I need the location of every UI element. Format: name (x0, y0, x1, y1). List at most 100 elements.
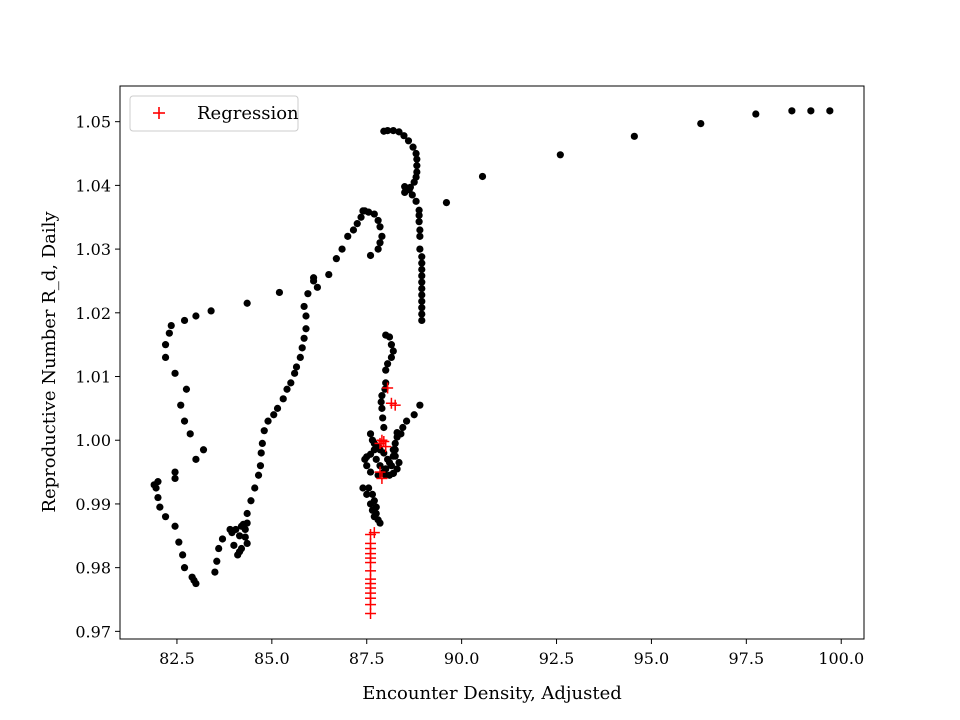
data-point (478, 172, 487, 181)
data-point (232, 525, 240, 534)
y-tick-label: 1.05 (75, 113, 111, 132)
data-point (353, 220, 361, 228)
data-point (199, 446, 208, 454)
data-point (387, 341, 396, 349)
data-point (376, 462, 384, 470)
data-point (395, 128, 403, 136)
data-point (389, 347, 397, 355)
data-point (213, 557, 221, 565)
data-point (161, 513, 170, 521)
data-point (257, 449, 265, 457)
data-point (251, 484, 259, 492)
legend-label-regression: Regression (197, 103, 299, 124)
data-point (363, 462, 371, 470)
data-point (361, 455, 369, 463)
data-point (338, 245, 346, 253)
data-point (389, 469, 397, 477)
data-point (418, 278, 426, 286)
x-tick-label: 85.0 (254, 649, 290, 668)
data-point (357, 213, 365, 221)
data-series (150, 107, 834, 588)
data-point (697, 119, 705, 128)
y-tick-label: 1.02 (75, 304, 111, 323)
data-point (389, 452, 397, 460)
data-point (161, 341, 170, 349)
data-point (418, 284, 426, 293)
data-point (379, 414, 387, 422)
data-point (376, 223, 384, 231)
y-tick-label: 0.98 (75, 559, 111, 578)
data-point (344, 232, 352, 240)
data-point (368, 506, 377, 514)
data-point (391, 439, 399, 448)
data-point (384, 360, 392, 368)
data-point (247, 497, 255, 505)
y-tick-label: 0.99 (75, 495, 111, 514)
data-point (154, 493, 162, 502)
data-point (416, 226, 424, 234)
data-point (400, 132, 408, 140)
data-point (401, 188, 409, 196)
data-point (215, 544, 223, 553)
data-point (186, 430, 194, 438)
regression-point (368, 527, 380, 539)
data-point (442, 198, 451, 207)
data-point (404, 137, 413, 145)
data-point (171, 369, 179, 377)
data-point (402, 417, 411, 425)
data-point (366, 500, 375, 508)
data-point (380, 127, 388, 135)
y-tick-label: 1.04 (75, 176, 111, 195)
data-point (207, 307, 215, 315)
data-point (418, 272, 426, 280)
data-point (413, 155, 421, 163)
data-point (380, 423, 388, 432)
data-point (283, 385, 291, 393)
data-point (218, 535, 227, 543)
data-point (389, 126, 397, 135)
regression-point (378, 436, 390, 447)
data-point (393, 428, 401, 437)
data-point (378, 392, 386, 400)
data-point (304, 290, 312, 298)
y-axis: 0.97 0.98 0.99 1.00 1.01 1.02 1.03 1.04 1.05 (75, 113, 120, 641)
legend: Regression (129, 95, 299, 132)
data-point (171, 522, 179, 530)
data-point (254, 471, 263, 479)
data-point (258, 439, 266, 448)
data-point (418, 253, 426, 261)
data-point (416, 245, 424, 253)
data-point (401, 183, 409, 191)
data-point (412, 149, 420, 158)
data-point (416, 401, 424, 409)
x-axis-label: Encounter Density, Adjusted (362, 683, 622, 704)
data-point (826, 107, 834, 115)
data-point (382, 465, 390, 473)
data-point (387, 353, 396, 362)
x-tick-label: 97.5 (729, 649, 765, 668)
y-tick-label: 1.01 (75, 368, 111, 387)
y-tick-label: 0.97 (75, 622, 111, 641)
data-point (376, 519, 384, 527)
data-point (175, 538, 183, 546)
data-point (409, 143, 417, 151)
data-point (235, 532, 244, 540)
data-point (413, 168, 421, 176)
data-point (372, 455, 380, 463)
data-point (156, 503, 164, 511)
data-point (412, 197, 420, 205)
regression-point (380, 441, 392, 453)
data-point (270, 411, 278, 419)
data-point (260, 427, 268, 435)
data-point (374, 245, 382, 253)
regression-series (365, 382, 401, 620)
x-tick-label: 87.5 (349, 649, 385, 668)
data-point (180, 417, 189, 425)
data-point (302, 325, 310, 333)
data-point (325, 270, 333, 279)
data-point (234, 551, 242, 559)
data-point (366, 430, 375, 438)
data-point (413, 162, 421, 170)
data-point (418, 265, 426, 274)
